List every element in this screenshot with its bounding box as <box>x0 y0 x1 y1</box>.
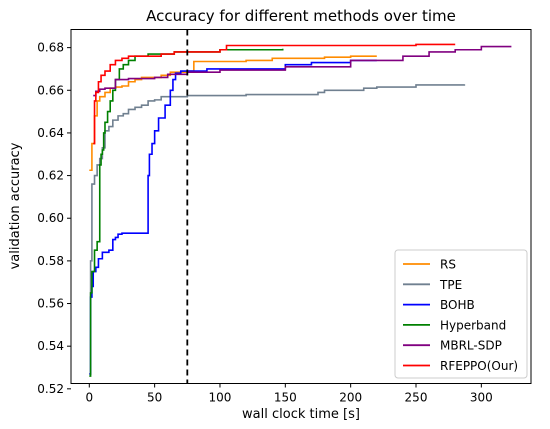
x-tick-label: 250 <box>405 391 428 405</box>
series-line-hyperband <box>89 48 284 377</box>
x-tick-label: 100 <box>209 391 232 405</box>
y-tick-label: 0.52 <box>37 382 64 396</box>
y-tick-label: 0.64 <box>37 126 64 140</box>
chart-title: Accuracy for different methods over time <box>146 7 456 25</box>
plot-frame <box>70 29 532 384</box>
y-axis-ticks: 0.52 0.54 0.56 0.58 0.60 0.62 0.64 0.66 0.68 <box>37 41 71 396</box>
y-tick-label: 0.56 <box>37 297 64 311</box>
series-line-tpe <box>89 84 466 375</box>
series-line-rs <box>89 55 377 172</box>
y-tick-label: 0.54 <box>37 339 64 353</box>
x-tick-label: 150 <box>274 391 297 405</box>
y-tick-label: 0.68 <box>37 41 64 55</box>
x-tick-label: 300 <box>470 391 493 405</box>
x-tick-label: 0 <box>85 391 93 405</box>
legend: RS TPE BOHB Hyperband MBRL-SDP RFEPPO(Our) <box>394 249 528 379</box>
x-axis-ticks: 0 50 100 150 200 250 300 <box>85 383 493 405</box>
legend-label-rs: RS <box>440 258 456 272</box>
x-tick-label: 50 <box>147 391 162 405</box>
legend-label-hyperband: Hyperband <box>440 318 506 332</box>
x-axis-label: wall clock time [s] <box>242 407 360 422</box>
legend-label-tpe: TPE <box>439 278 462 292</box>
legend-label-rfeppo-our: RFEPPO(Our) <box>440 359 518 373</box>
y-tick-label: 0.60 <box>37 211 64 225</box>
series-line-bohb <box>89 59 377 375</box>
legend-items: RS TPE BOHB Hyperband MBRL-SDP RFEPPO(Our) <box>403 258 518 373</box>
y-tick-label: 0.58 <box>37 254 64 268</box>
series-line-rfeppo-our <box>93 43 456 145</box>
legend-label-mbrl-sdp: MBRL-SDP <box>440 339 502 353</box>
legend-label-bohb: BOHB <box>440 298 475 312</box>
y-axis-label: validation accuracy <box>8 142 23 269</box>
y-tick-label: 0.62 <box>37 169 64 183</box>
x-tick-label: 200 <box>339 391 362 405</box>
y-tick-label: 0.66 <box>37 83 64 97</box>
